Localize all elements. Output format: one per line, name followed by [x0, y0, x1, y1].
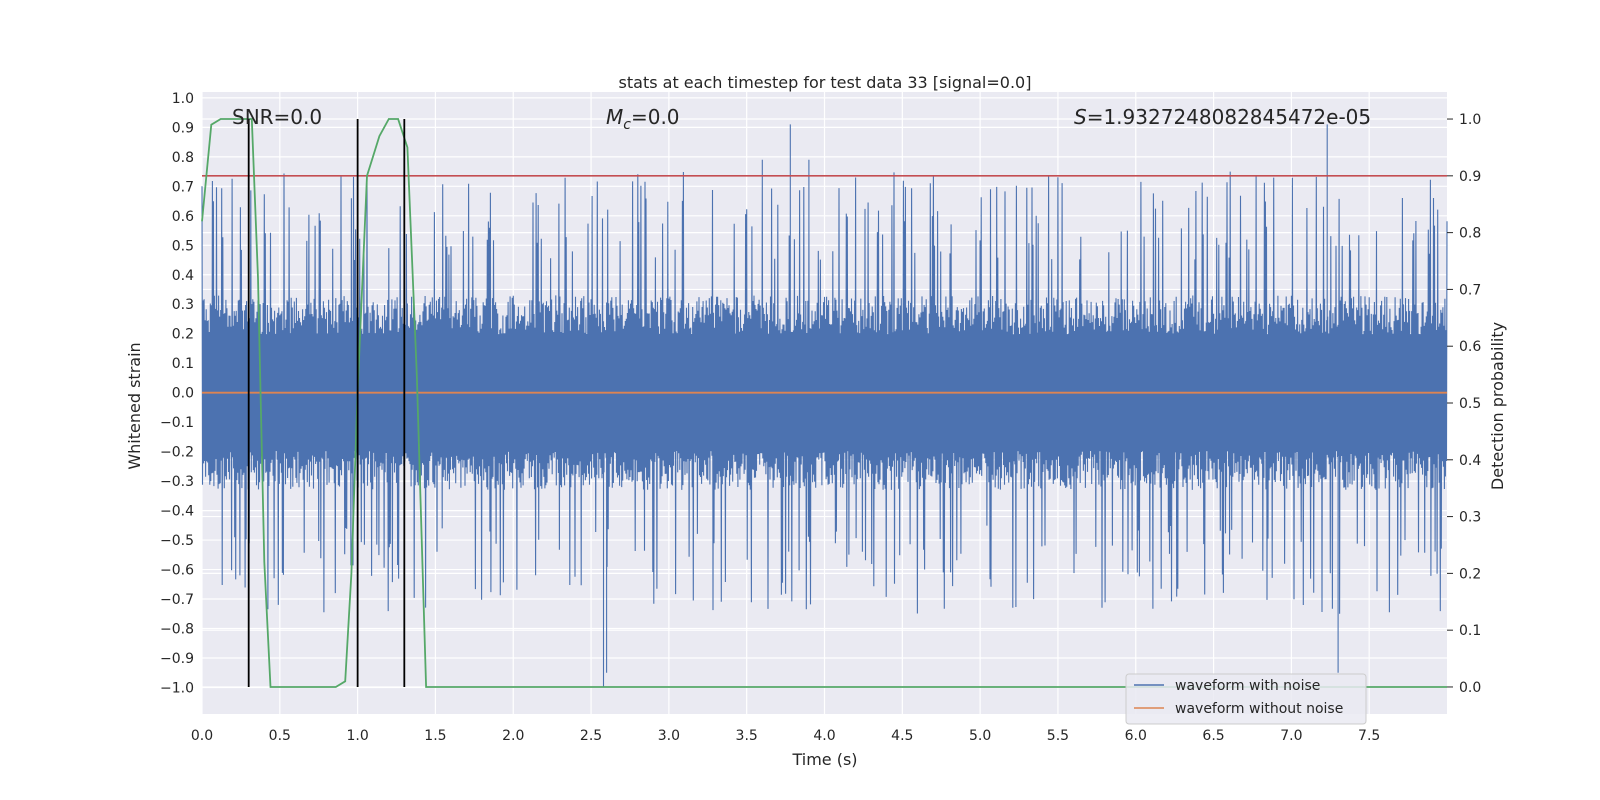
- legend-box: [1125, 673, 1367, 725]
- y-tick-label: 1.0: [172, 91, 194, 107]
- y-tick-label: −0.8: [160, 622, 194, 638]
- y2-tick-label: 0.1: [1459, 623, 1481, 639]
- x-tick-label: 2.0: [502, 728, 524, 744]
- y2-axis-label: Detection probability: [1488, 322, 1507, 490]
- y-tick-label: −0.3: [160, 474, 194, 490]
- y2-tick-label: 0.6: [1459, 339, 1481, 355]
- y2-tick-label: 0.7: [1459, 282, 1481, 298]
- y-tick-label: −0.7: [160, 592, 194, 608]
- s-symbol: S: [1074, 105, 1087, 129]
- y-tick-label: 0.4: [172, 268, 194, 284]
- y-axis-ticks: 1.0 0.9 0.8 0.7 0.6 0.5 0.4 0.3 0.2 0.1 0.0 −0.1 −0.…: [160, 91, 194, 697]
- y2-tick-label: 0.0: [1459, 680, 1481, 696]
- y-tick-label: −0.5: [160, 533, 194, 549]
- x-axis-label: Time (s): [791, 750, 857, 769]
- y2-tick-label: 0.8: [1459, 226, 1481, 242]
- chart-title: stats at each timestep for test data 33 …: [619, 73, 1032, 92]
- y2-tick-label: 0.4: [1459, 453, 1481, 469]
- y-axis-label: Whitened strain: [125, 342, 144, 469]
- x-tick-label: 2.5: [580, 728, 602, 744]
- x-tick-label: 0.5: [269, 728, 291, 744]
- x-tick-label: 4.0: [813, 728, 835, 744]
- legend-label-clean: waveform without noise: [1175, 701, 1343, 717]
- legend-label-noise: waveform with noise: [1175, 678, 1320, 694]
- y-tick-label: −1.0: [160, 680, 194, 696]
- x-tick-label: 1.0: [346, 728, 368, 744]
- y-tick-label: −0.2: [160, 445, 194, 461]
- x-tick-label: 6.5: [1202, 728, 1224, 744]
- x-tick-label: 1.5: [424, 728, 446, 744]
- mc-subscript: c: [623, 117, 631, 133]
- x-axis-ticks: 0.0 0.5 1.0 1.5 2.0 2.5 3.0 3.5 4.0 4.5 5.0 5.5 6.0 6…: [191, 728, 1380, 744]
- y-tick-label: −0.1: [160, 415, 194, 431]
- y2-tick-label: 0.2: [1459, 566, 1481, 582]
- x-tick-label: 7.5: [1358, 728, 1380, 744]
- y-tick-label: 0.9: [172, 120, 194, 136]
- x-tick-label: 7.0: [1280, 728, 1302, 744]
- y2-tick-label: 0.9: [1459, 169, 1481, 185]
- y-tick-label: −0.6: [160, 563, 194, 579]
- x-tick-label: 5.5: [1047, 728, 1069, 744]
- legend: waveform with noise waveform without noi…: [1125, 673, 1367, 725]
- y-tick-label: −0.9: [160, 651, 194, 667]
- snr-annotation: SNR=0.0: [232, 105, 322, 129]
- y-tick-label: 0.1: [172, 356, 194, 372]
- s-value: =1.9327248082845472e-05: [1087, 105, 1371, 129]
- x-tick-label: 0.0: [191, 728, 213, 744]
- y-tick-label: −0.4: [160, 504, 194, 520]
- mc-value: =0.0: [631, 105, 680, 129]
- x-tick-label: 3.5: [736, 728, 758, 744]
- y-tick-label: 0.2: [172, 327, 194, 343]
- mc-symbol: M: [606, 105, 623, 129]
- y-tick-label: 0.5: [172, 238, 194, 254]
- y-tick-label: 0.7: [172, 179, 194, 195]
- vertical-markers: [247, 119, 406, 687]
- s-annotation: S=1.9327248082845472e-05: [1074, 105, 1371, 129]
- y-tick-label: 0.8: [172, 150, 194, 166]
- mc-annotation: Mc=0.0: [606, 105, 680, 133]
- y-tick-label: 0.0: [172, 386, 194, 402]
- y2-tick-label: 0.5: [1459, 396, 1481, 412]
- y-tick-label: 0.3: [172, 297, 194, 313]
- x-tick-label: 6.0: [1125, 728, 1147, 744]
- y2-tick-label: 0.3: [1459, 510, 1481, 526]
- x-tick-label: 5.0: [969, 728, 991, 744]
- y-tick-label: 0.6: [172, 209, 194, 225]
- y2-axis-ticks: 0.0 0.1 0.2 0.3 0.4 0.5 0.6 0.7 0.8 0.9 1.0: [1447, 112, 1481, 696]
- x-tick-label: 4.5: [891, 728, 913, 744]
- y2-tick-label: 1.0: [1459, 112, 1481, 128]
- x-tick-label: 3.0: [658, 728, 680, 744]
